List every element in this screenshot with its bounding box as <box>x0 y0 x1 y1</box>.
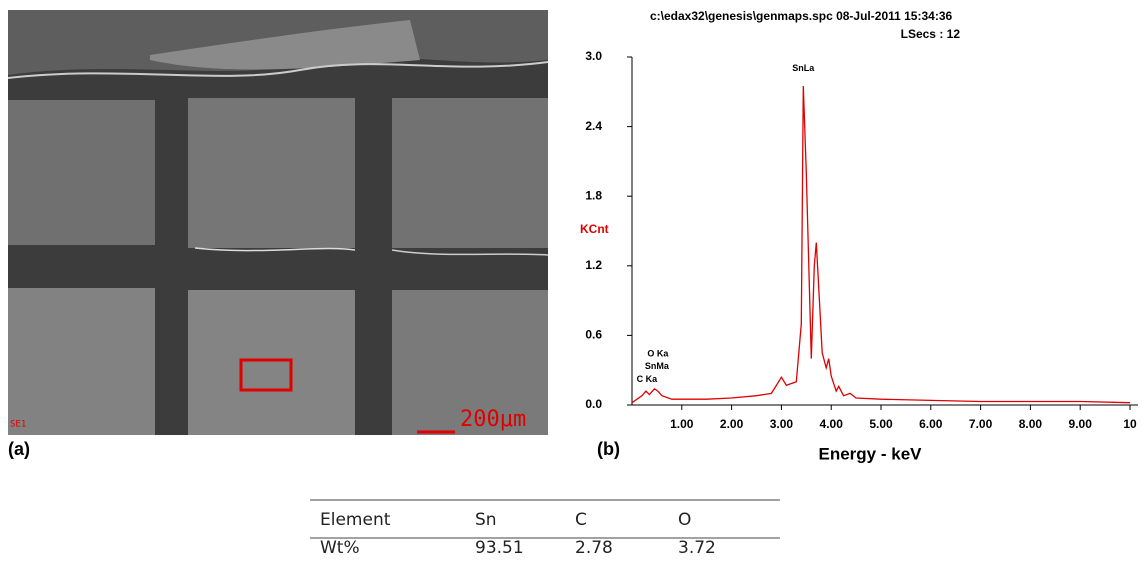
x-tick-label: 5.00 <box>869 417 893 431</box>
peak-label: SnLa <box>792 63 815 73</box>
table-cell: 3.72 <box>678 538 716 558</box>
y-tick-label: 1.2 <box>585 258 602 272</box>
y-tick-label: 3.0 <box>585 49 602 63</box>
y-tick-label: 1.8 <box>585 188 602 202</box>
table-cell: Wt% <box>320 538 360 558</box>
peak-label: O Ka <box>647 348 669 358</box>
table-header: O <box>678 510 691 530</box>
x-tick-label: 2.00 <box>720 417 744 431</box>
table-header: C <box>575 510 587 530</box>
x-tick-label: 1.00 <box>670 417 694 431</box>
chart-subtitle: LSecs : 12 <box>901 27 961 41</box>
x-tick-label: 6.00 <box>919 417 943 431</box>
x-tick-label: 3.00 <box>770 417 794 431</box>
table-header: Element <box>320 510 391 530</box>
sem-mode: SE1 <box>10 420 26 430</box>
table-cell: 2.78 <box>575 538 613 558</box>
x-axis-label: Energy - keV <box>819 444 923 463</box>
sem-image: SE1 200μm <box>7 10 549 435</box>
peak-label: C Ka <box>637 374 658 384</box>
x-tick-label: 9.00 <box>1069 417 1093 431</box>
table-cell: 93.51 <box>475 538 524 558</box>
x-tick-label: 8.00 <box>1019 417 1043 431</box>
spectrum-line <box>631 85 1131 404</box>
x-tick-label: 10 <box>1123 417 1137 431</box>
table-header: Sn <box>475 510 497 530</box>
y-axis-label: KCnt <box>580 222 609 236</box>
y-tick-label: 0.6 <box>585 328 602 342</box>
table: Element Sn C O Wt% 93.51 2.78 3.72 <box>310 499 780 558</box>
x-tick-label: 7.00 <box>969 417 993 431</box>
panel-label: (a) <box>8 439 30 459</box>
peak-label: SnMa <box>645 361 670 371</box>
chart-title: c:\edax32\genesis\genmaps.spc 08-Jul-201… <box>650 9 952 23</box>
x-tick-label: 4.00 <box>820 417 844 431</box>
panel-label: (b) <box>597 439 620 459</box>
y-tick-label: 2.4 <box>585 119 602 133</box>
scale-label: 200μm <box>460 407 526 432</box>
y-tick-label: 0.0 <box>585 397 602 411</box>
